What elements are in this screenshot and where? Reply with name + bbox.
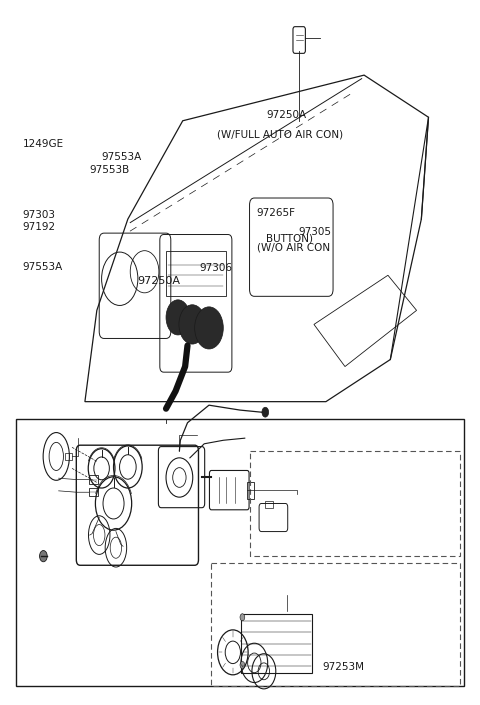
- Bar: [211, 563, 459, 686]
- Text: 97250A: 97250A: [267, 110, 307, 120]
- Text: 97305: 97305: [299, 228, 332, 238]
- Text: BUTTON): BUTTON): [266, 233, 313, 243]
- Bar: [265, 501, 273, 508]
- Bar: [241, 614, 312, 673]
- Text: (W/FULL AUTO AIR CON): (W/FULL AUTO AIR CON): [217, 130, 343, 140]
- Bar: [250, 450, 459, 556]
- Circle shape: [39, 551, 47, 562]
- Text: 97553B: 97553B: [90, 165, 130, 175]
- Circle shape: [262, 407, 269, 417]
- Circle shape: [240, 661, 245, 668]
- Text: 97306: 97306: [199, 262, 232, 273]
- Text: 97303: 97303: [23, 210, 55, 220]
- Text: 97253M: 97253M: [322, 662, 364, 672]
- Text: 97192: 97192: [23, 222, 56, 232]
- Text: 97553A: 97553A: [102, 152, 142, 162]
- Bar: [166, 251, 226, 296]
- Bar: [65, 453, 72, 460]
- Circle shape: [179, 305, 205, 344]
- Bar: [16, 419, 464, 686]
- Text: 97265F: 97265F: [257, 209, 296, 219]
- Bar: [247, 482, 254, 498]
- Bar: [89, 488, 98, 496]
- Text: (W/O AIR CON: (W/O AIR CON: [257, 243, 330, 253]
- Circle shape: [240, 614, 245, 620]
- Text: 1249GE: 1249GE: [23, 139, 63, 149]
- Bar: [89, 475, 98, 484]
- Text: 97250A: 97250A: [137, 276, 180, 286]
- Circle shape: [195, 307, 223, 349]
- Text: 97553A: 97553A: [23, 262, 63, 272]
- Circle shape: [166, 300, 190, 335]
